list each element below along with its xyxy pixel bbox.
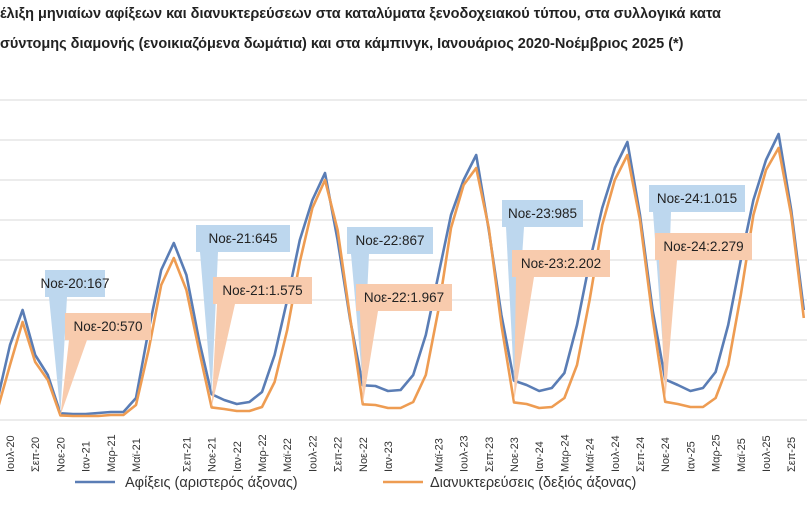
x-tick-label: Μαρ-21	[106, 434, 118, 472]
callout-pointer	[514, 277, 534, 403]
x-tick-label: Σεπ-20	[30, 437, 42, 472]
x-tick-label: Ιαν-21	[81, 441, 93, 472]
x-tick-label: Νοε-23	[509, 437, 521, 472]
callout-pointer	[360, 311, 378, 405]
callout-box	[649, 185, 745, 212]
series-line	[0, 146, 806, 418]
chart-title: έλιξη μηνιαίων αφίξεων και διανυκτερεύσε…	[0, 6, 721, 22]
callout-label: Νοε-24:2.279	[663, 239, 743, 254]
callout-pointer	[49, 297, 67, 414]
x-tick-label: Νοε-20	[55, 437, 67, 472]
callout-label: Νοε-22:1.967	[364, 290, 444, 305]
x-tick-label: Μαϊ-25	[736, 438, 748, 472]
callout-pointer	[211, 304, 235, 408]
x-tick-label: Νοε-24	[660, 437, 672, 472]
callout-box	[45, 270, 105, 297]
callout-box	[655, 233, 752, 260]
callout-label: Νοε-20:570	[73, 319, 142, 334]
callout-label: Νοε-22:867	[355, 233, 424, 248]
x-tick-label: Ιουλ-20	[5, 435, 17, 472]
x-tick-label: Ιαν-23	[383, 441, 395, 472]
x-tick-label: Ιουλ-25	[761, 435, 773, 472]
callout-pointer	[60, 340, 87, 416]
callout-label: Νοε-21:645	[208, 231, 277, 246]
callout-pointer	[659, 260, 677, 402]
x-tick-label: Μαϊ-23	[433, 438, 445, 472]
callout-box	[502, 200, 583, 227]
callout-box	[65, 313, 151, 340]
x-tick-label: Ιαν-25	[685, 441, 697, 472]
x-tick-label: Μαρ-22	[257, 434, 269, 472]
x-tick-label: Μαρ-24	[559, 434, 571, 472]
callout-label: Νοε-23:2.202	[521, 256, 601, 271]
series-line	[0, 132, 806, 416]
x-tick-label: Ιουλ-23	[459, 435, 471, 472]
x-tick-label: Μαρ-25	[711, 434, 723, 472]
callout-box	[196, 225, 290, 252]
legend-label: Διανυκτερεύσεις (δεξιός άξονας)	[430, 475, 636, 491]
callout-label: Νοε-23:985	[508, 206, 577, 221]
x-tick-label: Σεπ-22	[333, 437, 345, 472]
x-tick-label: Σεπ-25	[786, 437, 798, 472]
callout-box	[512, 250, 610, 277]
x-tick-label: Νοε-21	[207, 437, 219, 472]
x-tick-label: Μαϊ-21	[131, 438, 143, 472]
x-tick-label: Μαϊ-24	[585, 438, 597, 472]
x-tick-label: Σεπ-21	[181, 437, 193, 472]
x-tick-label: Ιαν-24	[534, 441, 546, 472]
x-tick-label: Νοε-22	[358, 437, 370, 472]
callout-label: Νοε-24:1.015	[657, 191, 737, 206]
callout-label: Νοε-20:167	[40, 276, 109, 291]
x-tick-label: Ιουλ-22	[307, 435, 319, 472]
callout-box	[347, 227, 433, 254]
chart-title: σύντομης διαμονής (ενοικιαζόμενα δωμάτια…	[0, 36, 684, 52]
x-tick-label: Μαϊ-22	[282, 438, 294, 472]
callout-box	[213, 277, 312, 304]
callout-label: Νοε-21:1.575	[222, 283, 302, 298]
legend-label: Αφίξεις (αριστερός άξονας)	[125, 475, 298, 491]
x-tick-label: Ιαν-22	[232, 441, 244, 472]
x-tick-label: Ιουλ-24	[610, 435, 622, 472]
callout-box	[356, 284, 452, 311]
x-tick-label: Σεπ-23	[484, 437, 496, 472]
x-tick-label: Σεπ-24	[635, 437, 647, 472]
